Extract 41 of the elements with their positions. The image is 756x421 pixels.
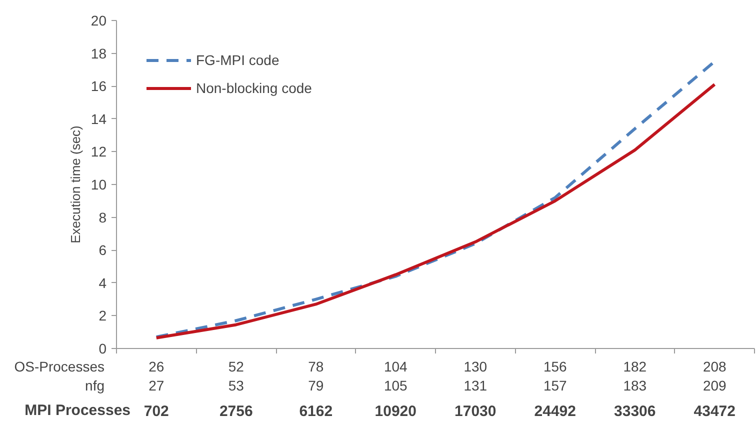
y-tick-label: 6 <box>98 242 107 258</box>
y-tick-label: 18 <box>90 45 107 62</box>
x-tick-label: 52 <box>228 358 244 374</box>
x-tick-label: 156 <box>543 358 568 374</box>
y-tick-label: 2 <box>98 308 107 324</box>
text: 105 <box>384 378 408 394</box>
text: 10920 <box>374 403 416 420</box>
y-tick-label: 16 <box>90 78 107 94</box>
text: 43472 <box>694 403 736 420</box>
text: 209 <box>702 378 727 394</box>
text: 183 <box>623 378 647 394</box>
text: 702 <box>144 403 169 420</box>
text: 2756 <box>219 403 253 420</box>
y-tick-label: 0 <box>98 340 107 356</box>
y-tick-label: 20 <box>90 12 107 28</box>
text: MPI Processes <box>24 402 131 419</box>
x-tick-label: 208 <box>702 358 727 374</box>
text: 79 <box>308 378 324 394</box>
text: 157 <box>543 378 568 394</box>
x-tick-label: 104 <box>384 358 408 374</box>
text: nfg <box>85 378 105 394</box>
text: 53 <box>228 378 244 394</box>
x-tick-label: 78 <box>308 358 324 374</box>
text: 33306 <box>614 403 656 420</box>
text: 24492 <box>534 403 576 420</box>
x-tick-label: 130 <box>464 358 488 374</box>
y-tick-label: 14 <box>90 110 107 127</box>
text: OS-Processes <box>14 358 104 374</box>
text: 131 <box>464 378 488 394</box>
x-tick-label: 182 <box>623 358 647 374</box>
x-tick-label: 26 <box>148 358 164 374</box>
y-tick-label: 12 <box>90 144 107 160</box>
text: 6162 <box>299 403 333 420</box>
y-tick-label: 10 <box>90 176 107 192</box>
text: 17030 <box>454 403 496 420</box>
y-tick-label: 8 <box>98 209 107 226</box>
legend-label: Non-blocking code <box>196 80 312 96</box>
y-axis-title: Execution time (sec) <box>68 126 83 244</box>
legend-label: FG-MPI code <box>196 52 280 68</box>
y-tick-label: 4 <box>98 274 107 291</box>
text: 27 <box>148 378 164 394</box>
